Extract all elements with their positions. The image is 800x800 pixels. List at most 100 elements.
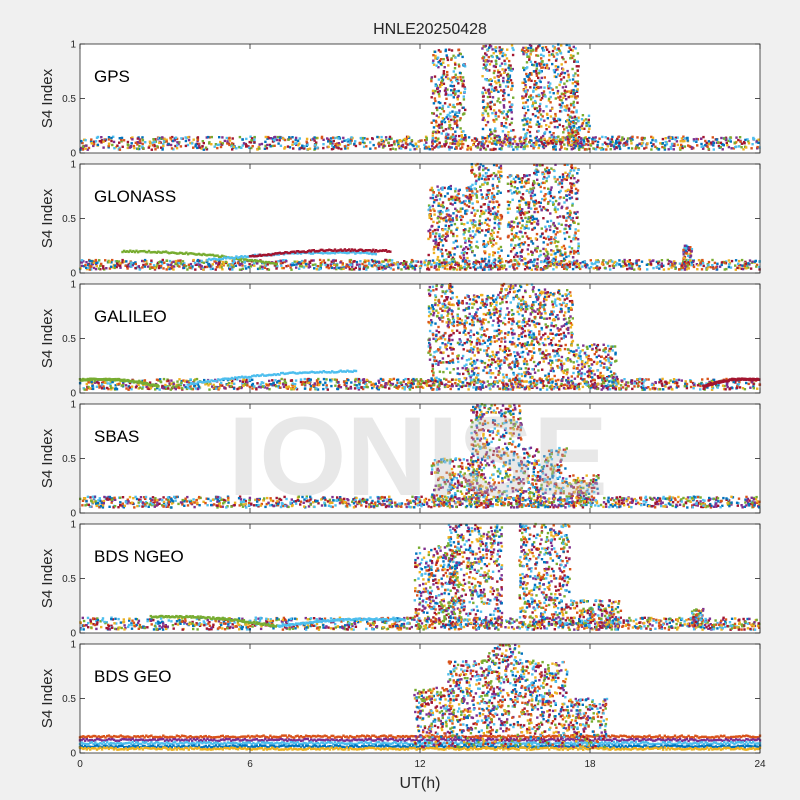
data-point	[557, 47, 560, 50]
data-point	[498, 267, 501, 270]
data-point	[474, 268, 477, 271]
data-point	[748, 259, 752, 262]
data-point	[83, 138, 86, 141]
data-point	[524, 180, 527, 184]
data-point	[442, 61, 445, 64]
data-point	[487, 228, 490, 231]
data-point	[549, 264, 552, 268]
data-point	[635, 263, 639, 267]
data-point	[337, 251, 340, 254]
data-point	[699, 263, 702, 267]
data-point	[253, 262, 256, 265]
data-point	[270, 261, 274, 265]
data-point	[686, 245, 689, 249]
data-point	[184, 265, 188, 268]
data-point	[340, 251, 343, 254]
data-point	[523, 141, 526, 145]
data-point	[450, 262, 453, 265]
data-point	[542, 173, 546, 176]
data-point	[510, 238, 513, 242]
data-point	[301, 250, 304, 253]
data-point	[488, 200, 491, 203]
data-point	[256, 260, 260, 263]
data-point	[220, 266, 223, 269]
data-point	[543, 265, 546, 269]
data-point	[511, 81, 514, 85]
data-point	[133, 250, 137, 254]
data-point	[683, 244, 687, 247]
data-point	[524, 101, 528, 104]
data-point	[178, 260, 181, 263]
data-point	[561, 56, 564, 59]
data-point	[597, 260, 600, 264]
data-point	[574, 131, 577, 134]
data-point	[484, 124, 488, 127]
data-point	[543, 141, 546, 145]
data-point	[90, 142, 94, 145]
data-point	[486, 134, 490, 138]
data-point	[264, 144, 267, 148]
data-point	[110, 139, 113, 143]
data-point	[431, 134, 434, 137]
data-point	[612, 145, 616, 148]
data-point	[291, 262, 295, 265]
data-point	[489, 83, 493, 86]
data-point	[471, 249, 474, 253]
data-point	[535, 54, 538, 57]
data-point	[437, 242, 440, 245]
data-point	[369, 147, 372, 150]
data-point	[612, 266, 615, 269]
data-point	[449, 265, 453, 269]
data-point	[526, 99, 529, 102]
data-point	[556, 68, 559, 71]
data-point	[452, 135, 455, 139]
data-point	[429, 234, 432, 237]
data-point	[266, 143, 269, 147]
data-point	[563, 163, 566, 166]
data-point	[585, 143, 588, 146]
data-point	[690, 263, 694, 267]
data-point	[445, 97, 448, 100]
data-point	[351, 265, 354, 268]
data-point	[495, 134, 498, 138]
data-point	[472, 262, 475, 265]
data-point	[426, 264, 429, 267]
data-point	[435, 121, 438, 124]
data-point	[453, 76, 456, 79]
data-point	[241, 264, 244, 267]
data-point	[535, 141, 538, 144]
data-point	[434, 84, 437, 88]
data-point	[532, 260, 536, 264]
data-point	[119, 266, 122, 269]
data-point	[743, 142, 746, 145]
data-point	[741, 264, 744, 267]
data-point	[487, 211, 491, 214]
data-point	[168, 267, 171, 271]
data-point	[688, 264, 691, 267]
data-point	[687, 261, 690, 264]
data-point	[226, 256, 230, 259]
data-point	[419, 260, 423, 263]
data-point	[467, 186, 470, 189]
data-point	[215, 261, 218, 265]
data-point	[623, 260, 626, 264]
data-point	[453, 247, 457, 250]
data-point	[196, 253, 199, 256]
data-point	[458, 266, 462, 269]
data-point	[434, 54, 437, 58]
data-point	[492, 52, 495, 55]
data-point	[671, 144, 674, 147]
data-point	[487, 224, 491, 228]
data-point	[445, 209, 448, 213]
data-point	[503, 137, 506, 141]
data-point	[541, 232, 544, 235]
data-point	[529, 207, 533, 210]
data-point	[750, 147, 753, 150]
data-point	[498, 49, 502, 52]
data-point	[446, 56, 449, 59]
data-point	[494, 46, 497, 49]
data-point	[451, 219, 455, 222]
data-point	[564, 251, 567, 254]
data-point	[543, 194, 546, 198]
data-point	[575, 216, 578, 219]
